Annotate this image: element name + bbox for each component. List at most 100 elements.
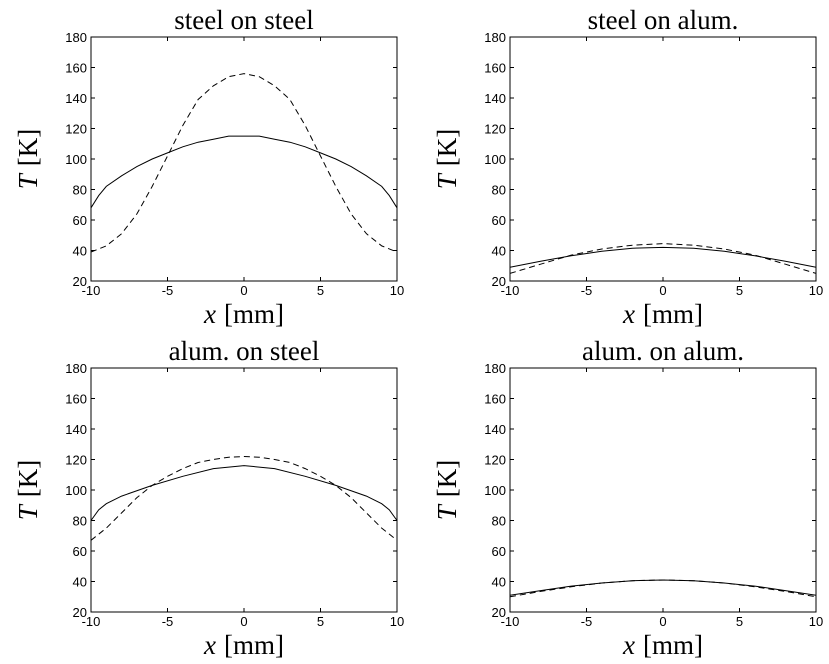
x-tick-label: -10: [501, 614, 520, 629]
series-line-dashed: [90, 73, 398, 253]
y-tick-label: 120: [65, 122, 87, 137]
x-tick-label: 10: [809, 614, 823, 629]
x-tick-label: -5: [581, 614, 593, 629]
panel-steel-on-steel: -10 -5 0 5 10 20 40 60 80 100 120 140 160 180 steel on…: [13, 5, 404, 329]
x-axis-unit: [mm]: [643, 630, 703, 660]
x-tick-label: 10: [390, 283, 404, 298]
y-tick-label: 120: [484, 122, 506, 137]
x-axis-variable: x: [622, 630, 635, 660]
y-tick-label: 180: [484, 361, 506, 376]
y-axis-unit: [K]: [432, 129, 462, 166]
y-axis-unit: [K]: [432, 460, 462, 497]
x-axis-unit: [mm]: [224, 630, 284, 660]
series-line-dashed: [509, 579, 817, 598]
y-tick-label: 100: [65, 483, 87, 498]
y-tick-label: 160: [65, 61, 87, 76]
y-tick-label: 120: [65, 453, 87, 468]
x-tick-label: 5: [736, 283, 743, 298]
x-tick-label: 0: [659, 283, 666, 298]
series-line-dashed: [90, 455, 398, 541]
y-tick-label: 40: [73, 244, 87, 259]
y-tick-label: 60: [492, 213, 506, 228]
chart-title: alum. on steel: [169, 336, 320, 366]
y-tick-label: 80: [492, 514, 506, 529]
y-tick-label: 80: [492, 183, 506, 198]
y-tick-label: 100: [484, 483, 506, 498]
y-tick-label: 140: [484, 91, 506, 106]
x-tick-label: -10: [501, 283, 520, 298]
y-tick-label: 60: [73, 544, 87, 559]
x-tick-label: 10: [809, 283, 823, 298]
y-tick-label: 40: [492, 244, 506, 259]
panel-alum-on-alum: -10 -5 0 5 10 20 40 60 80 100 120 140 160 180 alum. on…: [432, 336, 823, 660]
chart-title: alum. on alum.: [582, 336, 744, 366]
x-tick-label: -10: [82, 614, 101, 629]
panel-steel-on-alum: -10 -5 0 5 10 20 40 60 80 100 120 140 160 180 steel on…: [432, 5, 823, 329]
y-axis-label: T [K]: [13, 460, 43, 521]
y-tick-label: 40: [73, 575, 87, 590]
axes-frame: [509, 367, 817, 613]
y-tick-label: 100: [65, 152, 87, 167]
y-tick-label: 100: [484, 152, 506, 167]
y-axis-variable: T: [432, 503, 462, 520]
x-tick-label: 0: [240, 614, 247, 629]
x-tick-label: 0: [659, 614, 666, 629]
chart-title: steel on steel: [174, 5, 313, 35]
y-tick-label: 20: [73, 274, 87, 289]
y-axis-unit: [K]: [13, 460, 43, 497]
y-tick-label: 80: [73, 183, 87, 198]
x-tick-label: -5: [581, 283, 593, 298]
x-tick-label: -10: [82, 283, 101, 298]
series-line-solid: [90, 135, 398, 209]
axes-frame: [509, 36, 817, 282]
y-tick-label: 20: [492, 274, 506, 289]
series-line-dashed: [509, 243, 817, 274]
x-tick-label: -5: [162, 283, 174, 298]
y-tick-label: 180: [65, 361, 87, 376]
y-tick-label: 60: [73, 213, 87, 228]
x-axis-variable: x: [203, 299, 216, 329]
y-tick-label: 160: [484, 392, 506, 407]
y-tick-label: 160: [65, 392, 87, 407]
y-tick-label: 80: [73, 514, 87, 529]
y-tick-label: 140: [65, 91, 87, 106]
y-tick-label: 20: [492, 605, 506, 620]
y-axis-variable: T: [13, 172, 43, 189]
y-axis-label: T [K]: [13, 129, 43, 190]
x-tick-label: 10: [390, 614, 404, 629]
x-axis-label: x [mm]: [203, 299, 284, 329]
y-tick-label: 140: [65, 422, 87, 437]
x-tick-label: -5: [162, 614, 174, 629]
y-tick-label: 180: [65, 30, 87, 45]
y-tick-label: 20: [73, 605, 87, 620]
x-axis-label: x [mm]: [622, 630, 703, 660]
chart-title: steel on alum.: [588, 5, 739, 35]
y-tick-label: 140: [484, 422, 506, 437]
y-tick-label: 160: [484, 61, 506, 76]
y-axis-label: T [K]: [432, 460, 462, 521]
x-axis-unit: [mm]: [224, 299, 284, 329]
x-axis-label: x [mm]: [622, 299, 703, 329]
series-line-solid: [509, 579, 817, 596]
x-tick-label: 5: [317, 614, 324, 629]
axes-frame: [90, 367, 398, 613]
series-line-solid: [509, 246, 817, 268]
x-axis-variable: x: [203, 630, 216, 660]
x-tick-label: 0: [240, 283, 247, 298]
y-tick-label: 40: [492, 575, 506, 590]
x-axis-label: x [mm]: [203, 630, 284, 660]
y-tick-label: 60: [492, 544, 506, 559]
y-axis-label: T [K]: [432, 129, 462, 190]
x-tick-label: 5: [317, 283, 324, 298]
y-axis-unit: [K]: [13, 129, 43, 166]
y-tick-label: 180: [484, 30, 506, 45]
panel-alum-on-steel: -10 -5 0 5 10 20 40 60 80 100 120 140 160 180 alum. on…: [13, 336, 404, 660]
x-axis-variable: x: [622, 299, 635, 329]
y-axis-variable: T: [13, 503, 43, 520]
y-tick-label: 120: [484, 453, 506, 468]
y-axis-variable: T: [432, 172, 462, 189]
x-tick-label: 5: [736, 614, 743, 629]
series-line-solid: [90, 465, 398, 521]
x-axis-unit: [mm]: [643, 299, 703, 329]
